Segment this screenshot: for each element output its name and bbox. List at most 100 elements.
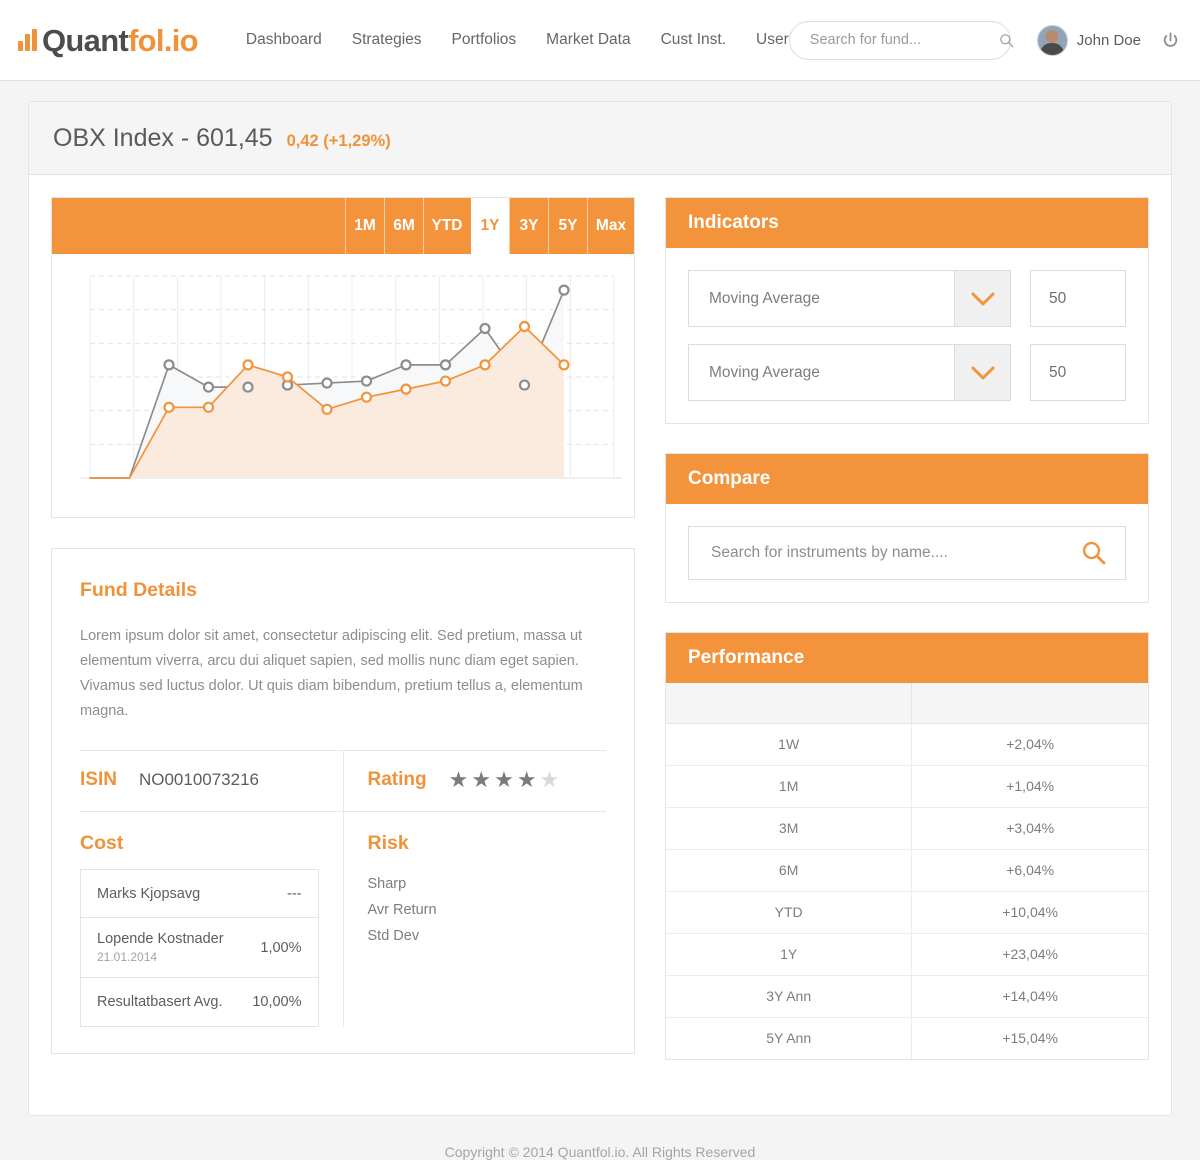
cost-value: 10,00% <box>252 994 302 1010</box>
site-logo[interactable]: Quantfol.io <box>18 22 199 58</box>
compare-heading: Compare <box>666 454 1148 504</box>
performance-period: 1W <box>666 723 913 766</box>
risk-item-sharp: Sharp <box>367 876 407 892</box>
indicator-select-2[interactable]: Moving Average <box>688 344 1011 401</box>
chevron-down-icon[interactable] <box>954 271 1010 326</box>
performance-table-body: 1W +2,04% 1M +1,04% 3M +3,04% 6M +6,04% YTD +10,0… <box>666 723 1148 1059</box>
chevron-down-icon[interactable] <box>954 345 1010 400</box>
fund-details-heading: Fund Details <box>80 579 198 601</box>
rating-cell: Rating ★ ★ ★ ★ ★ <box>344 751 607 811</box>
cost-risk-row: Cost Marks Kjopsavg --- <box>80 811 606 1027</box>
card-body: 1M 6M YTD 1Y 3Y 5Y Max Fund Details <box>29 175 1171 1115</box>
chart-area <box>52 254 634 517</box>
cost-label-group: Resultatbasert Avg. <box>97 994 222 1010</box>
isin-rating-row: ISIN NO0010073216 Rating ★ ★ ★ ★ ★ <box>80 750 606 811</box>
table-row: 5Y Ann +15,04% <box>666 1017 1148 1059</box>
indicator-select-1[interactable]: Moving Average <box>688 270 1011 327</box>
footer: Copyright © 2014 Quantfol.io. All Rights… <box>444 1144 756 1160</box>
search-icon <box>999 33 1014 47</box>
performance-period: 6M <box>666 849 913 892</box>
table-row: 3Y Ann +14,04% <box>666 975 1148 1018</box>
table-row: 6M +6,04% <box>666 849 1148 892</box>
user-menu[interactable]: John Doe <box>1036 24 1141 56</box>
power-icon[interactable] <box>1161 31 1180 50</box>
nav-item-portfolios[interactable]: Portfolios <box>451 31 517 48</box>
nav-item-dashboard[interactable]: Dashboard <box>245 31 322 48</box>
performance-value: +23,04% <box>911 933 1148 976</box>
indicator-period-2[interactable]: 50 <box>1030 344 1126 401</box>
price-chart[interactable] <box>62 268 624 498</box>
table-row: Marks Kjopsavg --- <box>81 870 318 918</box>
tab-5y[interactable]: 5Y <box>548 198 587 254</box>
main-nav: Dashboard Strategies Portfolios Market D… <box>246 31 789 49</box>
nav-item-market-data[interactable]: Market Data <box>546 31 631 48</box>
performance-value: +15,04% <box>1002 1030 1058 1047</box>
cost-value: 1,00% <box>260 939 302 956</box>
cost-label: Marks Kjopsavg <box>97 885 201 902</box>
table-row: 1Y +23,04% <box>666 933 1148 976</box>
indicator-row-1: Moving Average 50 <box>688 270 1126 327</box>
isin-value: NO0010073216 <box>138 770 259 789</box>
isin-label: ISIN <box>80 769 117 790</box>
star-filled-icon: ★ <box>516 767 537 792</box>
compare-search-input[interactable] <box>709 543 1081 563</box>
table-row: 1W +2,04% <box>666 723 1148 766</box>
logo-text-q: Q <box>42 22 66 58</box>
cost-label-group: Marks Kjopsavg <box>97 886 200 902</box>
indicator-select-2-value: Moving Average <box>709 363 820 381</box>
compare-search[interactable] <box>688 526 1126 580</box>
cost-heading: Cost <box>80 832 124 854</box>
cost-sublabel: 21.01.2014 <box>97 950 158 964</box>
search-icon[interactable] <box>1081 540 1107 566</box>
table-row: Resultatbasert Avg. 10,00% <box>81 978 318 1026</box>
nav-item-cust-inst[interactable]: Cust Inst. <box>660 31 727 48</box>
rating-label: Rating <box>367 769 427 790</box>
page-wrapper: OBX Index - 601,45 0,42 (+1,29%) 1M 6M Y… <box>0 81 1200 1160</box>
performance-value: +3,04% <box>911 807 1148 850</box>
tab-max[interactable]: Max <box>587 198 634 254</box>
col-header-period <box>666 683 913 724</box>
right-column: Indicators Moving Average <box>665 197 1149 1089</box>
fund-description: Lorem ipsum dolor sit amet, consectetur … <box>80 628 583 719</box>
tab-ytd[interactable]: YTD <box>423 198 470 254</box>
table-row: Lopende Kostnader 21.01.2014 1,00% <box>81 918 318 978</box>
header-search[interactable] <box>788 20 1014 60</box>
risk-cell: Risk Sharp Avr Return Std Dev <box>344 812 607 1027</box>
isin-cell: ISIN NO0010073216 <box>80 751 344 811</box>
table-row: YTD +10,04% <box>666 891 1148 934</box>
chart-range-tabs: 1M 6M YTD 1Y 3Y 5Y Max <box>52 198 634 254</box>
user-name: John Doe <box>1076 31 1141 49</box>
performance-period: 5Y Ann <box>666 1017 913 1059</box>
top-navigation-bar: Quantfol.io Dashboard Strategies Portfol… <box>0 0 1200 81</box>
risk-list: Sharp Avr Return Std Dev <box>368 871 607 949</box>
tab-1m[interactable]: 1M <box>345 198 384 254</box>
tab-1y[interactable]: 1Y <box>470 198 509 254</box>
table-header-row <box>666 683 1148 724</box>
cost-cell: Cost Marks Kjopsavg --- <box>80 812 344 1027</box>
table-row: 1M +1,04% <box>666 765 1148 808</box>
indicators-panel: Indicators Moving Average <box>665 197 1149 424</box>
performance-value: +2,04% <box>911 723 1148 766</box>
indicators-heading: Indicators <box>666 198 1148 248</box>
performance-table: 1W +2,04% 1M +1,04% 3M +3,04% 6M +6,04% YTD +10,0… <box>666 683 1148 1059</box>
search-input[interactable] <box>807 31 999 49</box>
rating-stars: ★ ★ ★ ★ ★ <box>449 769 560 791</box>
tab-3y[interactable]: 3Y <box>509 198 548 254</box>
indicator-period-1[interactable]: 50 <box>1030 270 1126 327</box>
col-header-value <box>911 683 1148 724</box>
nav-item-user[interactable]: User <box>756 31 789 48</box>
cost-label-group: Lopende Kostnader 21.01.2014 <box>97 931 224 964</box>
card-header: OBX Index - 601,45 0,42 (+1,29%) <box>29 102 1171 175</box>
nav-item-strategies[interactable]: Strategies <box>351 31 422 48</box>
star-filled-icon: ★ <box>471 767 492 792</box>
tab-6m[interactable]: 6M <box>384 198 423 254</box>
star-empty-icon: ★ <box>539 767 560 792</box>
table-row: 3M +3,04% <box>666 807 1148 850</box>
page-title-text: OBX Index - 601,45 <box>53 124 273 152</box>
risk-heading: Risk <box>367 832 409 854</box>
logo-text-uant: uant <box>65 22 129 58</box>
risk-item-avr-return: Avr Return <box>367 902 437 918</box>
performance-value: +10,04% <box>911 891 1148 934</box>
logo-text-folio: fol.io <box>128 22 199 58</box>
rating-pair: Rating ★ ★ ★ ★ ★ <box>368 769 607 811</box>
